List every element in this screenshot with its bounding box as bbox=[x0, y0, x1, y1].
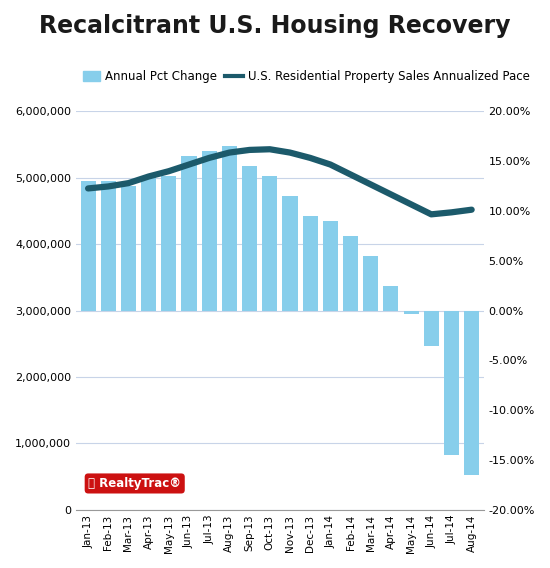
Bar bbox=[222, 147, 237, 311]
Bar bbox=[363, 256, 378, 311]
Bar bbox=[343, 236, 358, 311]
Bar bbox=[182, 156, 196, 311]
Bar bbox=[424, 311, 439, 345]
Legend: Annual Pct Change, U.S. Residential Property Sales Annualized Pace: Annual Pct Change, U.S. Residential Prop… bbox=[78, 65, 534, 88]
Bar bbox=[202, 151, 217, 311]
Bar bbox=[161, 176, 177, 311]
Bar bbox=[121, 186, 136, 311]
Bar bbox=[404, 311, 419, 314]
Text: Recalcitrant U.S. Housing Recovery: Recalcitrant U.S. Housing Recovery bbox=[39, 14, 511, 38]
Bar bbox=[242, 166, 257, 311]
Bar bbox=[383, 286, 398, 311]
Bar bbox=[464, 311, 479, 475]
Bar bbox=[80, 181, 96, 311]
Bar bbox=[444, 311, 459, 455]
Bar bbox=[282, 196, 298, 311]
Bar bbox=[302, 216, 318, 311]
Bar bbox=[101, 181, 116, 311]
Bar bbox=[141, 176, 156, 311]
Bar bbox=[262, 176, 277, 311]
Text: Ⓡ RealtyTrac®: Ⓡ RealtyTrac® bbox=[88, 477, 181, 490]
Bar bbox=[323, 221, 338, 311]
